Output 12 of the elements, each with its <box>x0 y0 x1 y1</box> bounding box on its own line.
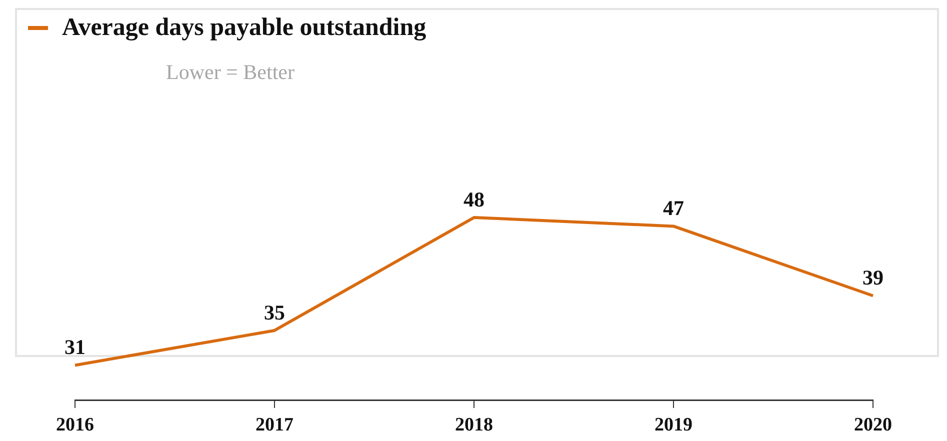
data-label: 48 <box>464 187 484 212</box>
x-tick-label: 2018 <box>455 414 493 436</box>
data-label: 31 <box>64 335 86 360</box>
x-tick-label: 2016 <box>56 414 94 436</box>
data-label: 35 <box>264 300 285 324</box>
data-label: 47 <box>663 196 684 220</box>
x-tick-label: 2020 <box>854 414 892 436</box>
annotation: Lower = Better <box>166 60 294 85</box>
x-tick-label: 2017 <box>256 414 294 436</box>
data-label: 39 <box>862 266 884 290</box>
legend-label: Average days payable outstanding <box>62 14 426 42</box>
x-tick-label: 2019 <box>654 414 692 436</box>
